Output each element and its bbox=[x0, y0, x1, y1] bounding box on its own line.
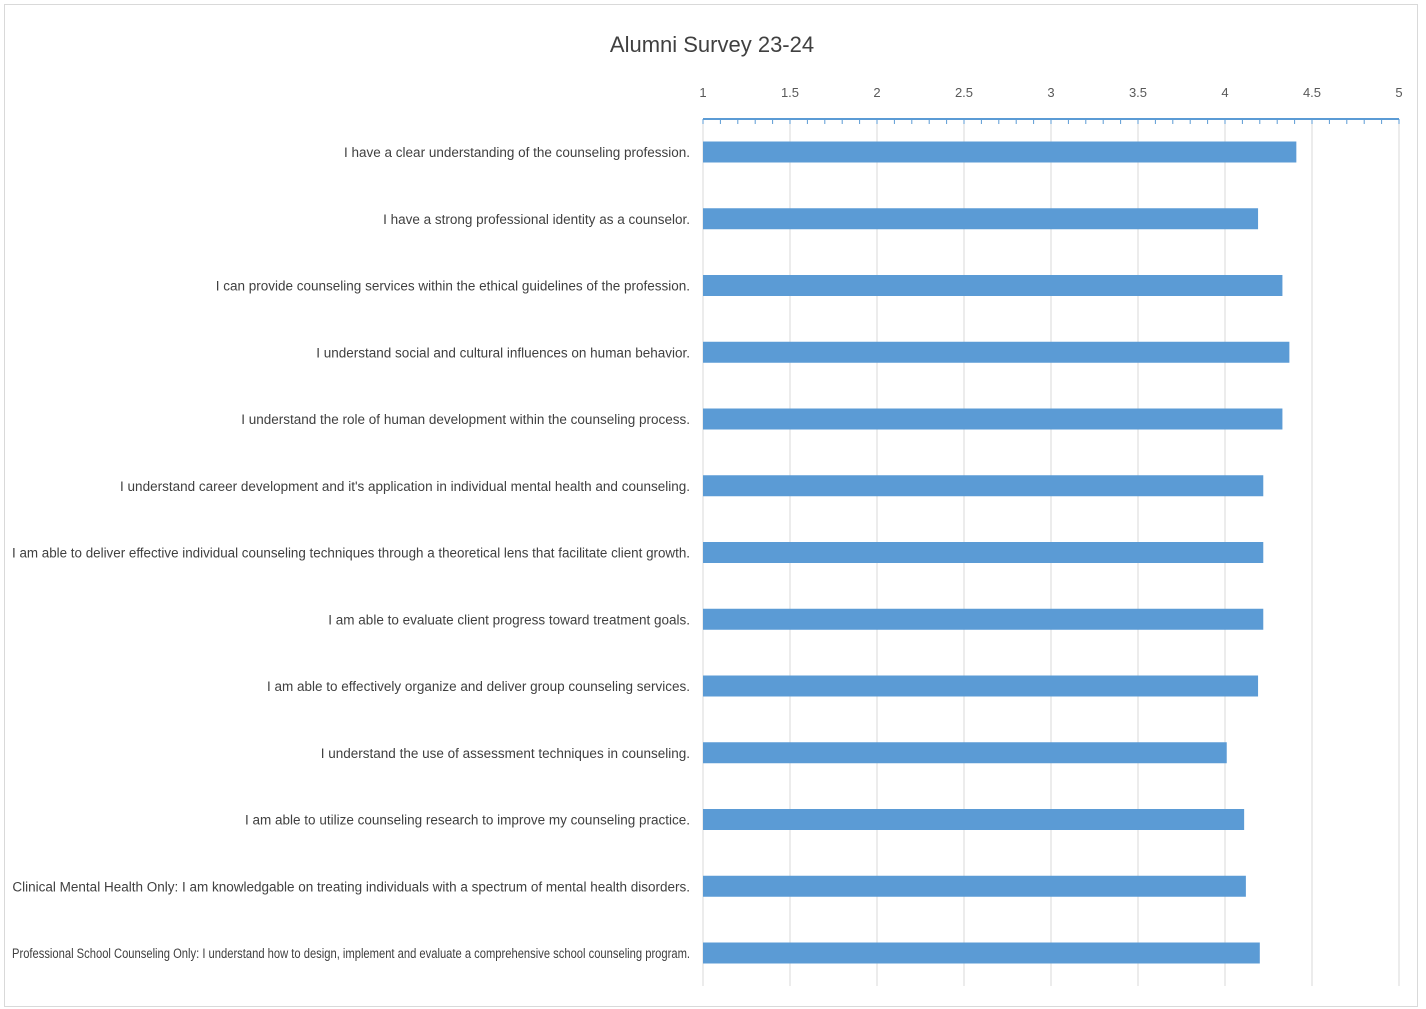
bar bbox=[703, 942, 1260, 964]
bar bbox=[703, 341, 1290, 363]
category-label: I have a clear understanding of the coun… bbox=[344, 145, 690, 160]
x-tick-label: 3.5 bbox=[1129, 85, 1147, 100]
bar bbox=[703, 408, 1283, 430]
bar bbox=[703, 475, 1264, 497]
category-label: I understand social and cultural influen… bbox=[316, 345, 690, 360]
x-tick-label: 5 bbox=[1395, 85, 1402, 100]
category-label: I am able to utilize counseling research… bbox=[245, 813, 690, 828]
x-axis: 1 1.5 2 2.5 3 3.5 4 4.5 5 bbox=[699, 85, 1403, 124]
category-label: Professional School Counseling Only: I u… bbox=[12, 946, 690, 961]
x-tick-label: 4.5 bbox=[1303, 85, 1321, 100]
x-tick-label: 4 bbox=[1221, 85, 1228, 100]
category-label: I understand the role of human developme… bbox=[241, 412, 690, 427]
x-tick-label: 1 bbox=[699, 85, 706, 100]
bar bbox=[703, 208, 1259, 230]
chart-title: Alumni Survey 23-24 bbox=[610, 32, 814, 57]
category-label: I have a strong professional identity as… bbox=[383, 212, 690, 227]
x-tick-label: 3 bbox=[1047, 85, 1054, 100]
category-label: I can provide counseling services within… bbox=[216, 279, 690, 294]
x-tick-label: 2.5 bbox=[955, 85, 973, 100]
category-label: I am able to effectively organize and de… bbox=[267, 679, 690, 694]
bar bbox=[703, 875, 1246, 897]
x-tick-label: 2 bbox=[873, 85, 880, 100]
bar bbox=[703, 809, 1245, 830]
bar bbox=[703, 675, 1259, 697]
bar bbox=[703, 542, 1264, 563]
bar bbox=[703, 742, 1227, 764]
bar bbox=[703, 608, 1264, 630]
category-label: I understand the use of assessment techn… bbox=[321, 746, 690, 761]
x-tick-label: 1.5 bbox=[781, 85, 799, 100]
bars bbox=[703, 141, 1297, 964]
category-labels: I have a clear understanding of the coun… bbox=[12, 145, 690, 961]
category-label: Clinical Mental Health Only: I am knowle… bbox=[12, 879, 690, 894]
category-label: I am able to evaluate client progress to… bbox=[328, 612, 690, 627]
category-label: I am able to deliver effective individua… bbox=[12, 546, 690, 561]
bar bbox=[703, 141, 1297, 163]
bar bbox=[703, 275, 1283, 296]
chart-frame bbox=[4, 4, 1418, 1007]
category-label: I understand career development and it's… bbox=[120, 479, 690, 494]
